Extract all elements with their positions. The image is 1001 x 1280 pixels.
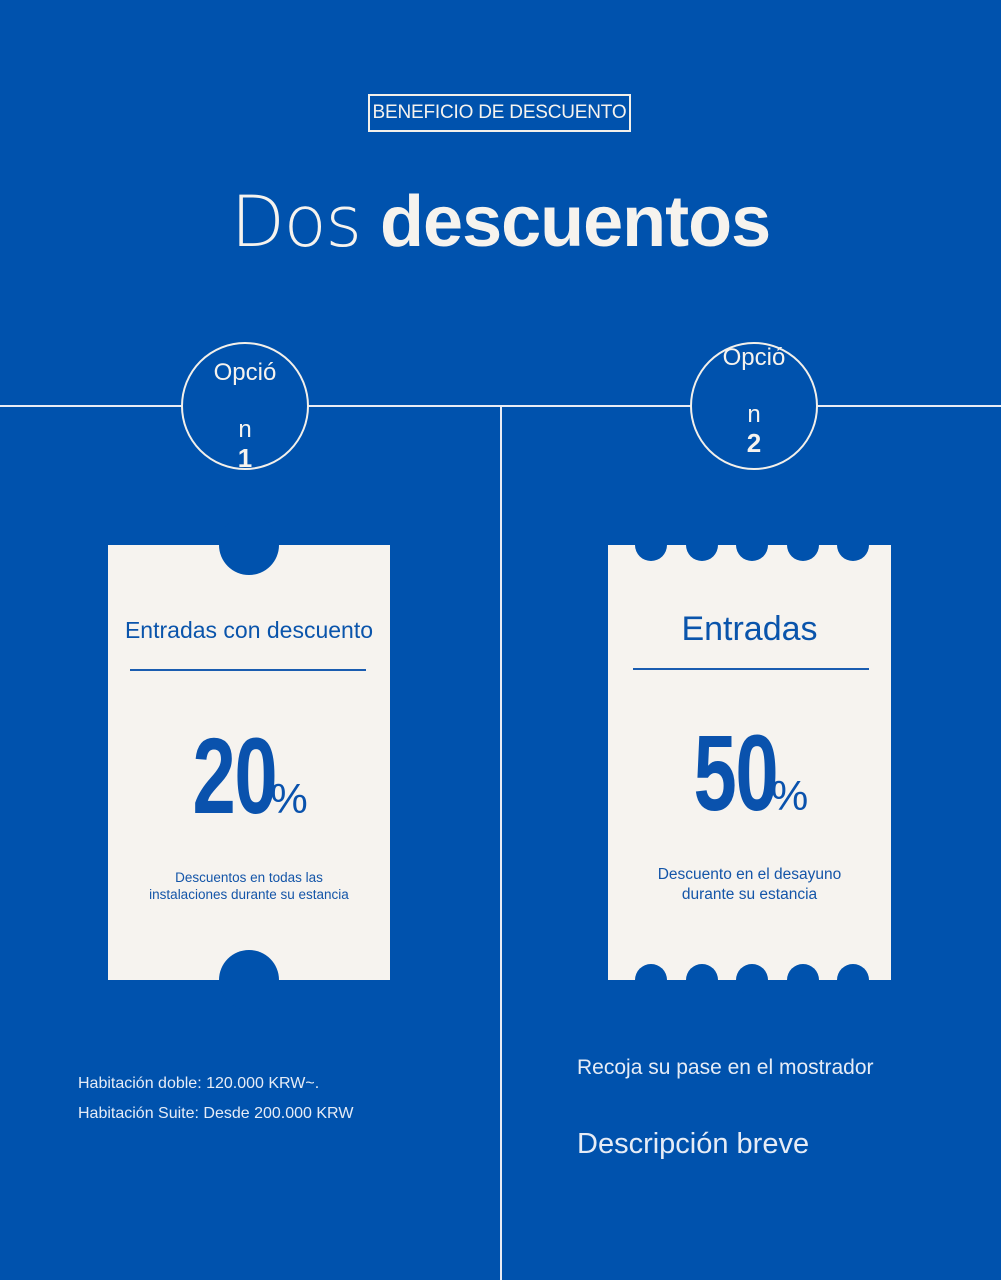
ticket-scallop-bottom [837,964,869,996]
ticket-scallop-top [787,529,819,561]
ticket-scallop-bottom [736,964,768,996]
room-prices: Habitación doble: 120.000 KRW~. Habitaci… [78,1069,353,1129]
desc-line: Descuento en el desayuno [657,866,842,883]
title-light: Dos [230,181,362,263]
percent-sign: % [270,775,308,822]
badge-number: 1 [237,443,253,473]
discount-number: 50 [693,712,778,833]
discount-value: 20% [108,713,390,838]
ticket-option-2: Entradas 50% Descuento en el desayuno du… [608,529,891,996]
page-title: Dos descuentos [0,180,1001,264]
ticket-scallop-bottom [686,964,718,996]
ticket-description: Descuento en el desayuno durante su esta… [608,865,891,905]
ticket-scallop-bottom [635,964,667,996]
title-bold: descuentos [380,182,771,262]
pickup-note: Recoja su pase en el mostrador [577,1056,874,1079]
ticket-scallop-top [837,529,869,561]
option-2-badge: Opció n 2 [690,342,818,470]
discount-number: 20 [192,715,278,836]
desc-line: instalaciones durante su estancia [149,887,349,902]
short-description: Descripción breve [577,1128,810,1160]
badge-number: 2 [746,428,762,458]
ticket-notch-top [219,515,279,575]
ticket-scallop-top [736,529,768,561]
option-1-badge: Opció n 1 [181,342,309,473]
ticket-heading: Entradas con descuento [124,617,374,643]
ticket-scallop-top [635,529,667,561]
ticket-description: Descuentos en todas las instalaciones du… [108,869,390,903]
ticket-scallop-bottom [787,964,819,996]
ticket-notch-bottom [219,950,279,1010]
ticket-rule [633,668,869,670]
ticket-heading: Entradas [681,610,818,648]
section-tag: BENEFICIO DE DESCUENTO [368,94,631,132]
badge-label-cont: n [747,401,761,428]
discount-value: 50% [608,710,891,835]
ticket-scallop-top [686,529,718,561]
desc-line: durante su estancia [681,886,818,903]
price-double-room: Habitación doble: 120.000 KRW~. [78,1075,320,1092]
badge-label: Opció [722,344,786,371]
percent-sign: % [770,772,809,819]
desc-line: Descuentos en todas las [175,870,323,885]
ticket-option-1: Entradas con descuento 20% Descuentos en… [108,515,390,1010]
badge-label: Opció [213,359,277,386]
price-suite-room: Habitación Suite: Desde 200.000 KRW [78,1105,354,1122]
vertical-divider [500,405,502,1280]
ticket-rule [130,669,366,671]
badge-label-cont: n [238,416,252,443]
